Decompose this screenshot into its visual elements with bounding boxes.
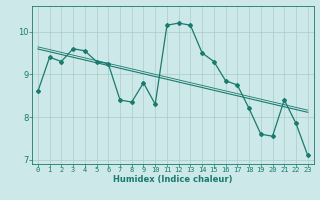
X-axis label: Humidex (Indice chaleur): Humidex (Indice chaleur) (113, 175, 233, 184)
